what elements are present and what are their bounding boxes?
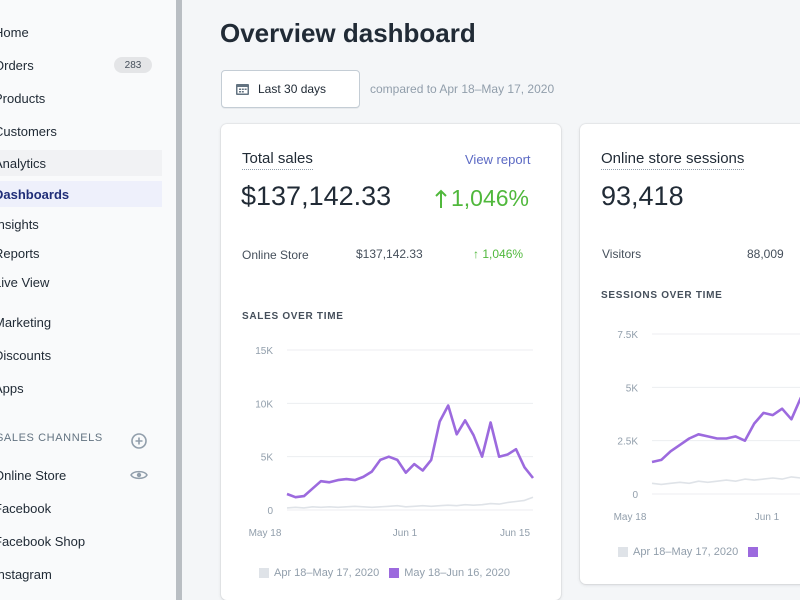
y-tick-label: 0 [267,506,273,517]
y-tick-label: 2.5K [617,437,638,448]
breakdown-growth: ↑ 1,046% [473,247,524,261]
sidebar-item-reports[interactable]: Reports [0,240,170,266]
sidebar-item-home[interactable]: Home [0,19,170,45]
y-tick-label: 5K [626,383,639,394]
legend-label-current: May 18–Jun 16, 2020 [404,567,510,579]
x-tick-label: Jun 1 [755,512,780,523]
growth-value: 1,046% [451,185,530,211]
sidebar-item-label: Facebook Shop [0,533,86,549]
sidebar-item-label: Insights [0,216,39,232]
sidebar-item-label: Instagram [0,566,52,582]
add-channel-icon[interactable] [130,432,148,450]
x-tick-label: May 18 [614,512,647,523]
series-line [651,476,800,486]
calendar-icon [235,82,250,96]
y-tick-label: 0 [632,490,638,501]
sidebar: Home Orders 283 Products Customers Analyt… [0,0,176,600]
view-report-link[interactable]: View report [465,152,531,167]
eye-icon[interactable] [130,466,148,484]
x-tick-label: May 18 [249,528,282,539]
sales-over-time-chart: 0 5K 10K 15K May 18 Jun 1 Jun 15 [249,346,535,539]
sidebar-item-facebook[interactable]: Facebook [0,495,170,521]
breakdown-value: $137,142.33 [356,247,423,261]
sidebar-item-label: Orders [0,57,34,73]
sidebar-item-apps[interactable]: Apps [0,375,170,401]
legend-label-previous: Apr 18–May 17, 2020 [633,546,739,558]
breakdown-value: 88,009 [747,247,784,261]
breakdown-label: Visitors [602,247,642,261]
legend-swatch-current [748,547,759,557]
sidebar-item-label: Online Store [0,467,67,483]
sidebar-item-label: Live View [0,274,50,290]
x-tick-label: Jun 15 [500,528,530,539]
total-sales-value: $137,142.33 [241,181,392,211]
orders-count-badge: 283 [114,57,152,73]
sales-channels-heading: SALES CHANNELS [0,432,103,444]
breakdown-label: Online Store [242,248,309,262]
sidebar-item-dashboards[interactable]: Dashboards [0,181,162,207]
sidebar-item-label: Customers [0,123,57,139]
sessions-over-time-chart: 0 2.5K 5K 7.5K May 18 Jun 1 [614,330,800,523]
chart-heading: SESSIONS OVER TIME [601,290,723,301]
sidebar-item-label: Reports [0,245,40,261]
date-range-label: Last 30 days [258,82,327,96]
page-title: Overview dashboard [220,18,476,48]
sidebar-item-label: Home [0,24,29,40]
chart-heading: SALES OVER TIME [242,311,344,322]
total-sales-growth: 1,046% [434,185,529,212]
sidebar-item-discounts[interactable]: Discounts [0,342,170,368]
sidebar-item-marketing[interactable]: Marketing [0,309,170,335]
legend-swatch-current [389,568,400,578]
sidebar-item-label: Products [0,90,46,106]
breakdown-growth-value: 1,046% [482,247,524,261]
legend-swatch-previous [618,547,628,557]
online-store-sessions-card: Online store sessions 93,418 Visitors 88… [580,124,800,584]
chart-legend: Apr 18–May 17, 2020 [618,546,763,558]
legend-swatch-previous [259,568,269,578]
sidebar-item-products[interactable]: Products [0,85,170,111]
date-range-button[interactable]: Last 30 days [221,70,360,108]
compare-period-text: compared to Apr 18–May 17, 2020 [370,82,555,96]
sidebar-scrollbar[interactable] [176,0,182,600]
sidebar-item-insights[interactable]: Insights [0,211,170,237]
sidebar-item-customers[interactable]: Customers [0,118,170,144]
sidebar-item-label: Apps [0,380,24,396]
sidebar-item-analytics[interactable]: Analytics [0,150,162,176]
card-title: Online store sessions [601,150,745,170]
legend-label-previous: Apr 18–May 17, 2020 [274,567,380,579]
y-tick-label: 10K [255,399,273,410]
y-tick-label: 7.5K [617,330,638,341]
sessions-value: 93,418 [601,181,684,211]
sidebar-item-label: Dashboards [0,186,70,202]
sidebar-item-label: Marketing [0,314,52,330]
y-tick-label: 5K [261,453,274,464]
card-title: Total sales [242,150,313,170]
sidebar-item-instagram[interactable]: Instagram [0,561,170,587]
sidebar-item-live-view[interactable]: Live View [0,269,170,295]
arrow-up-icon [435,189,447,208]
series-line [286,404,535,499]
sidebar-item-label: Discounts [0,347,52,363]
chart-legend: Apr 18–May 17, 2020 May 18–Jun 16, 2020 [259,567,510,579]
sidebar-item-label: Facebook [0,500,52,516]
series-line [286,496,534,509]
sidebar-item-orders[interactable]: Orders 283 [0,52,170,78]
x-tick-label: Jun 1 [393,528,418,539]
series-line [651,396,800,464]
sidebar-item-facebook-shop[interactable]: Facebook Shop [0,528,170,554]
sidebar-item-online-store[interactable]: Online Store [0,462,170,488]
y-tick-label: 15K [255,346,273,357]
sidebar-item-label: Analytics [0,155,47,171]
total-sales-card: Total sales View report $137,142.33 1,04… [221,124,561,600]
